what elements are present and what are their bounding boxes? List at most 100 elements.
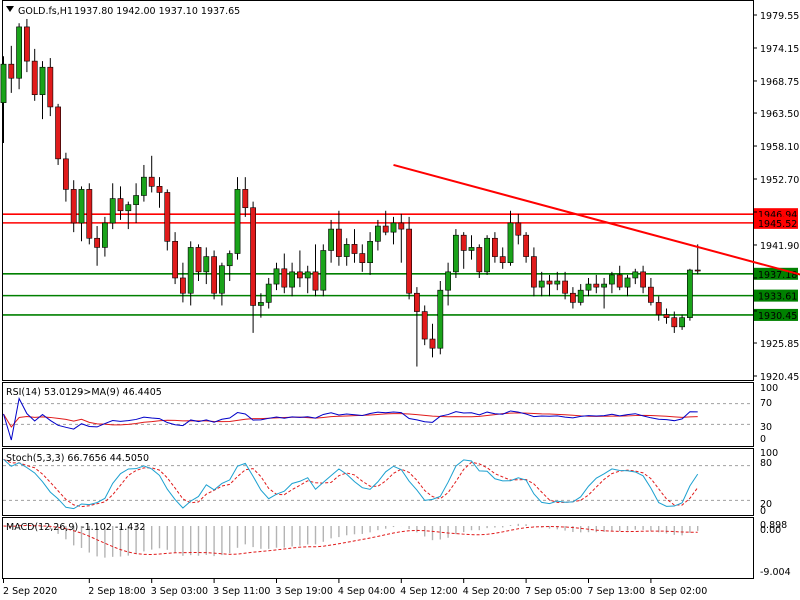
time-label: 8 Sep 02:00 [650,586,707,597]
macd-title: MACD(12,26,9) -1.102 -1.432 [6,522,145,533]
candle [491,232,498,263]
candle [390,216,397,245]
candle [640,265,646,294]
candle [679,314,685,330]
level-tag [754,308,798,321]
candle [273,262,280,291]
candle [554,271,561,291]
candle [70,180,77,233]
time-label: 3 Sep 19:00 [276,586,333,597]
candle [172,232,178,285]
stoch-axis-0: 0 [760,506,766,517]
candle [31,48,38,101]
candle [429,323,436,358]
candlestick-series [0,18,701,367]
candle [265,277,272,309]
macd-axis-bottom: -9.004 [760,567,791,578]
rsi-axis-70: 70 [760,398,772,409]
candle [569,287,576,309]
stoch-main-line [3,458,699,510]
price-tick-label: 1979.55 [760,11,799,22]
candle [398,213,405,263]
candle [530,247,537,297]
candle [195,244,202,282]
rsi-panel [3,397,753,441]
candle [328,219,334,263]
candle [23,18,30,73]
rsi-axis-0: 0 [760,434,766,445]
candle [585,277,592,297]
candle [359,244,366,272]
level-label: 1930.45 [758,311,797,322]
level-label: 1933.61 [758,292,797,303]
price-tick-label: 1968.75 [760,77,799,88]
candle [211,250,217,300]
candle [452,229,459,278]
candle [671,311,678,333]
time-label: 3 Sep 11:00 [213,586,270,597]
level-label: 1946.94 [758,210,797,221]
candle [234,177,241,260]
candle [304,265,311,294]
candle [141,164,147,202]
candle [499,247,506,269]
candle [562,271,568,300]
candle [78,186,85,242]
candle [156,177,163,208]
ohlc-readout: 1937.80 1942.00 1937.10 1937.65 [74,6,240,17]
candle [601,277,607,309]
candle [343,238,350,266]
candle [148,155,155,193]
candle [445,262,451,306]
stoch-signal-line [3,458,699,508]
candle [538,271,545,297]
candle [250,201,256,333]
macd-signal-line [3,524,698,556]
candle [647,277,654,306]
candle [296,250,303,288]
candle [47,58,54,117]
rsi-line [3,397,698,441]
candle [164,189,171,251]
time-label: 2 Sep 18:00 [88,586,145,597]
trendline-layer[interactable] [393,163,800,348]
candle [406,216,412,300]
candle [608,271,615,294]
price-tick-label: 1920.45 [760,372,799,383]
candle [655,296,662,321]
candle [546,274,553,297]
price-tick-label: 1925.85 [760,339,799,350]
macd-axis-top: 0.898 [760,520,787,531]
time-label: 4 Sep 20:00 [463,586,520,597]
candle [312,244,319,297]
candle [351,229,358,263]
candle [616,265,623,291]
price-panel-frame [2,0,754,381]
candle [460,232,467,269]
time-label: 2 Sep 2020 [3,586,57,597]
candle [382,210,389,236]
price-tick-label: 1963.50 [760,109,799,120]
rsi-axis-30: 30 [760,422,772,433]
time-label: 4 Sep 04:00 [338,586,395,597]
triangle-down-icon[interactable] [6,6,14,12]
candle [476,244,483,278]
candle [39,61,46,120]
candle [62,152,69,202]
stoch-axis-100: 100 [760,448,778,459]
candle [624,274,631,297]
candle [187,241,194,306]
trendline[interactable] [393,163,800,348]
candle [125,201,132,230]
rsi-axis-100: 100 [760,383,778,394]
stoch-axis-80: 80 [760,458,772,469]
macd-axis-zero: 0.00 [760,525,781,536]
candle [94,226,100,266]
candle [523,232,529,263]
candle [413,287,420,367]
candle [437,281,444,355]
level-label: 1945.52 [758,219,797,230]
candle [226,250,233,282]
candle [133,183,139,223]
